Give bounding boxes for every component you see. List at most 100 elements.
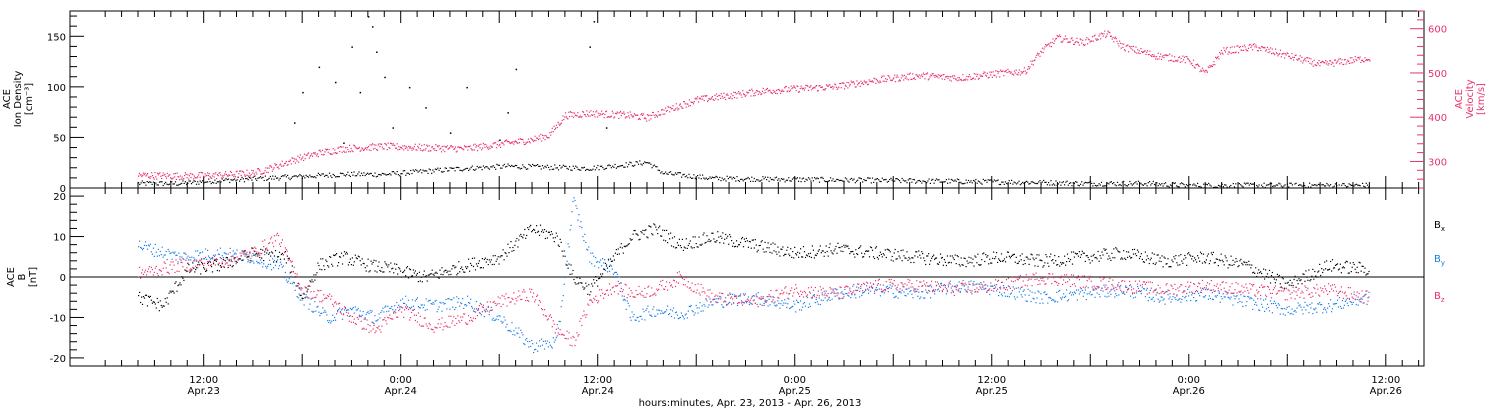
data-point xyxy=(582,286,584,288)
data-point xyxy=(219,265,221,267)
data-point xyxy=(717,231,719,233)
data-point xyxy=(459,169,461,171)
data-point xyxy=(548,166,550,169)
data-point xyxy=(412,147,414,149)
data-point xyxy=(522,164,524,166)
data-point xyxy=(307,288,309,290)
data-point xyxy=(882,80,884,82)
data-point xyxy=(898,291,900,293)
data-point xyxy=(220,181,222,183)
data-point xyxy=(309,280,311,282)
data-point xyxy=(945,179,947,181)
data-point xyxy=(1254,46,1256,48)
data-point xyxy=(490,166,492,168)
data-point xyxy=(800,85,802,87)
data-point xyxy=(727,178,729,180)
outlier-point xyxy=(302,91,304,94)
data-point xyxy=(176,172,178,174)
data-point xyxy=(673,317,676,319)
data-point xyxy=(787,303,789,305)
data-point xyxy=(726,237,728,239)
data-point xyxy=(853,253,855,255)
data-point xyxy=(224,179,226,181)
data-point xyxy=(215,182,217,184)
data-point xyxy=(851,294,853,296)
data-point xyxy=(1240,258,1242,260)
data-point xyxy=(395,173,397,175)
data-point xyxy=(757,93,759,95)
data-point xyxy=(1142,261,1144,263)
data-point xyxy=(463,149,465,151)
data-point xyxy=(290,271,292,273)
data-point xyxy=(849,253,851,255)
data-point xyxy=(310,281,312,283)
data-point xyxy=(617,280,619,282)
data-point xyxy=(426,170,428,172)
data-point xyxy=(723,92,725,94)
outlier-point xyxy=(605,127,608,129)
data-point xyxy=(1359,262,1361,264)
data-point xyxy=(573,278,575,281)
data-point xyxy=(1312,184,1314,186)
data-point xyxy=(597,164,599,167)
data-point xyxy=(232,250,234,252)
data-point xyxy=(948,261,950,263)
data-point xyxy=(1354,268,1356,270)
data-point xyxy=(905,295,907,297)
data-point xyxy=(173,292,175,294)
data-point xyxy=(202,172,204,174)
data-point xyxy=(714,176,716,179)
data-point xyxy=(156,178,158,180)
data-point xyxy=(512,165,514,167)
data-point xyxy=(1122,46,1124,48)
data-point xyxy=(166,183,168,185)
data-point xyxy=(1186,264,1188,266)
data-point xyxy=(923,297,925,299)
outlier-point xyxy=(372,26,374,28)
data-point xyxy=(864,81,866,83)
data-point xyxy=(227,266,229,269)
data-point xyxy=(1231,264,1233,266)
data-point xyxy=(836,289,838,291)
data-point xyxy=(1241,49,1243,51)
data-point xyxy=(333,174,335,177)
data-point xyxy=(1250,267,1252,269)
data-point xyxy=(181,182,183,184)
data-point xyxy=(416,170,418,172)
data-point xyxy=(854,294,856,296)
data-point xyxy=(982,178,984,180)
data-point xyxy=(486,166,488,168)
data-point xyxy=(1089,41,1091,43)
data-point xyxy=(1104,185,1106,187)
data-point xyxy=(1215,258,1217,260)
data-point xyxy=(411,275,414,277)
data-point xyxy=(635,114,637,116)
data-point xyxy=(248,259,250,262)
data-point xyxy=(951,179,954,181)
data-point xyxy=(810,180,812,182)
data-point xyxy=(464,271,466,273)
data-point xyxy=(482,165,484,167)
data-point xyxy=(474,311,477,313)
data-point xyxy=(228,174,230,176)
data-point xyxy=(654,315,656,317)
data-point xyxy=(378,261,380,263)
data-point xyxy=(711,176,713,178)
data-point xyxy=(486,258,488,261)
data-point xyxy=(960,182,962,184)
data-point xyxy=(1266,273,1269,275)
data-point xyxy=(678,317,680,319)
data-point xyxy=(781,248,783,250)
data-point xyxy=(542,231,545,233)
data-point xyxy=(1112,183,1114,185)
data-point xyxy=(1134,51,1136,53)
data-point xyxy=(312,155,314,157)
data-point xyxy=(597,285,599,287)
data-point xyxy=(458,261,460,263)
data-point xyxy=(669,238,671,240)
data-point xyxy=(1141,258,1143,260)
data-point xyxy=(310,154,312,156)
data-point xyxy=(580,169,582,171)
data-point xyxy=(221,178,223,180)
bottom-tick-label: -10 xyxy=(50,313,66,324)
